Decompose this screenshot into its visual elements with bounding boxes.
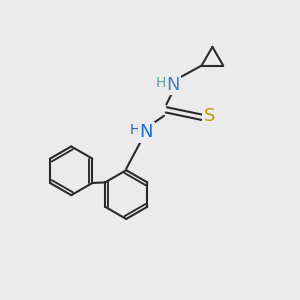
Text: S: S [204, 107, 215, 125]
Text: N: N [167, 76, 180, 94]
Text: H: H [156, 76, 166, 90]
Text: N: N [140, 123, 153, 141]
Text: H: H [129, 123, 140, 137]
